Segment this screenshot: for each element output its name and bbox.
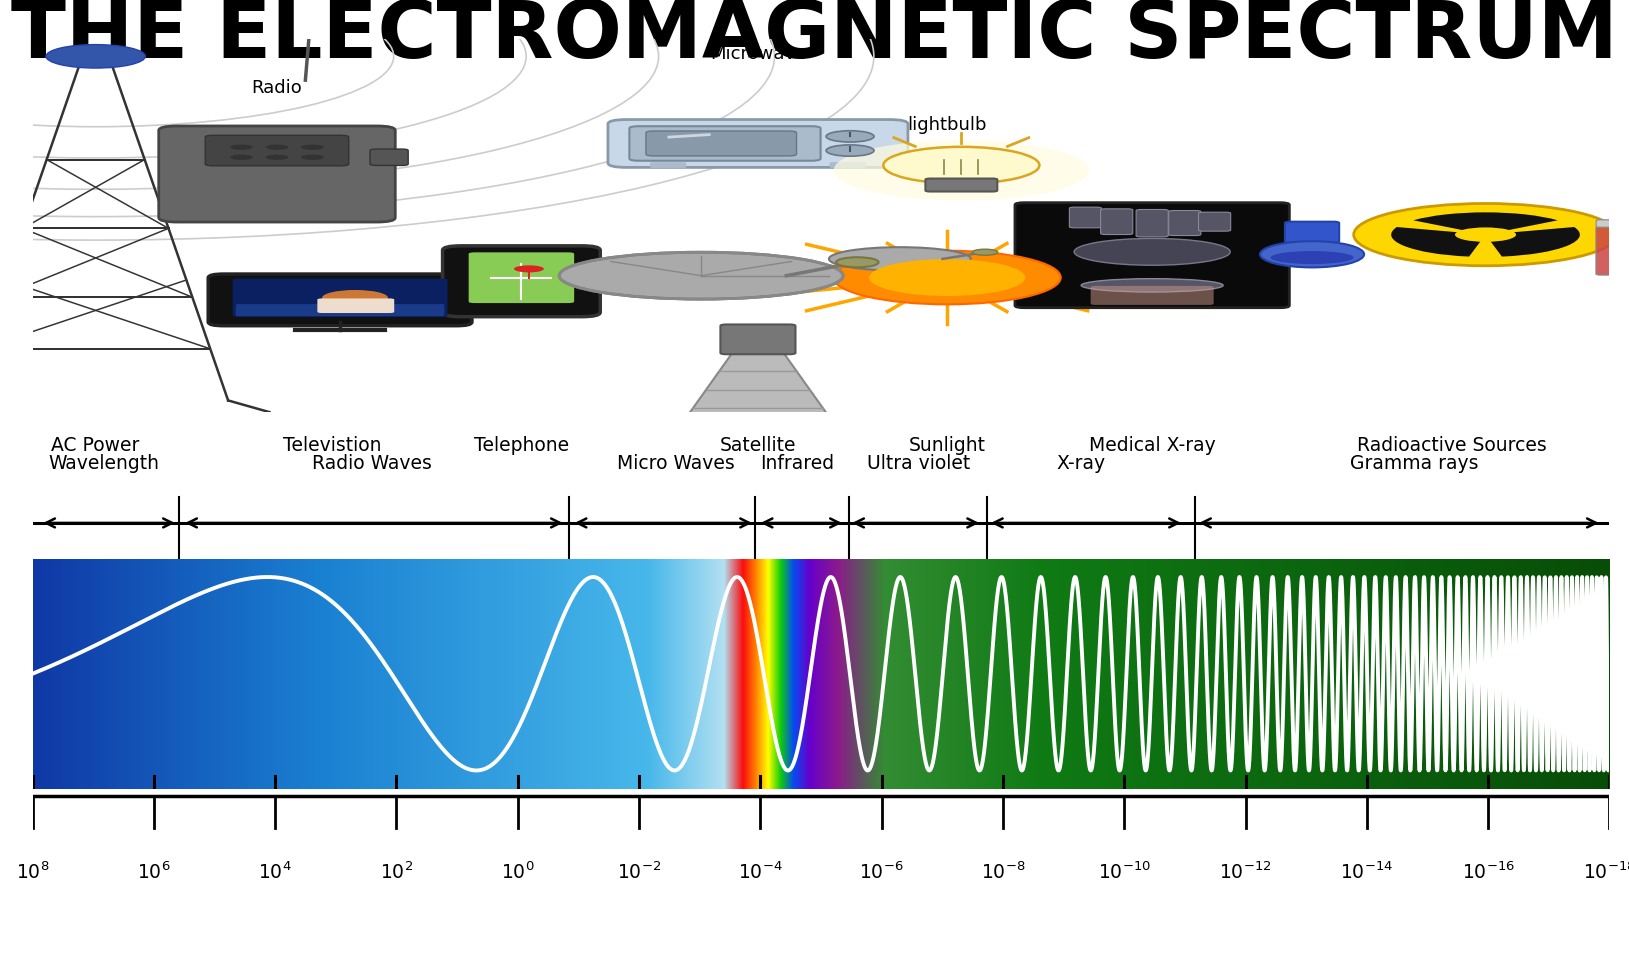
FancyBboxPatch shape (925, 178, 997, 191)
Circle shape (1354, 204, 1618, 266)
Ellipse shape (1259, 241, 1363, 268)
Text: Televistion: Televistion (283, 436, 381, 456)
FancyBboxPatch shape (1135, 210, 1168, 237)
Circle shape (301, 155, 324, 160)
FancyBboxPatch shape (318, 298, 394, 313)
Text: Sunlight: Sunlight (909, 436, 986, 456)
FancyBboxPatch shape (1091, 286, 1214, 305)
Wedge shape (1414, 213, 1557, 234)
Circle shape (301, 144, 324, 150)
Text: X-ray: X-ray (1057, 454, 1106, 472)
Text: Radioactive Sources: Radioactive Sources (1357, 436, 1546, 456)
Text: Wavelength: Wavelength (47, 454, 160, 472)
Circle shape (1455, 227, 1517, 242)
Wedge shape (1486, 227, 1580, 257)
Circle shape (323, 290, 388, 306)
Circle shape (513, 266, 544, 272)
FancyBboxPatch shape (1596, 220, 1624, 227)
Text: Infrared: Infrared (761, 454, 834, 472)
Text: Radio Waves: Radio Waves (311, 454, 432, 472)
FancyBboxPatch shape (1101, 209, 1132, 234)
Ellipse shape (1271, 251, 1354, 265)
Text: Telephone: Telephone (474, 436, 569, 456)
Text: $10^{2}$: $10^{2}$ (380, 862, 414, 883)
FancyBboxPatch shape (469, 253, 573, 303)
FancyBboxPatch shape (629, 126, 821, 161)
FancyBboxPatch shape (1199, 213, 1230, 231)
Text: $10^{-10}$: $10^{-10}$ (1098, 862, 1150, 883)
Text: $10^{-12}$: $10^{-12}$ (1218, 862, 1272, 883)
FancyBboxPatch shape (209, 274, 472, 325)
Text: Ultra violet: Ultra violet (867, 454, 971, 472)
FancyBboxPatch shape (443, 246, 599, 317)
Ellipse shape (1074, 238, 1230, 266)
Text: $10^{-2}$: $10^{-2}$ (617, 862, 661, 883)
Text: THE ELECTROMAGNETIC SPECTRUM: THE ELECTROMAGNETIC SPECTRUM (11, 0, 1618, 75)
Polygon shape (679, 353, 836, 426)
FancyBboxPatch shape (370, 149, 409, 166)
Circle shape (834, 251, 1060, 305)
Circle shape (266, 155, 288, 160)
Ellipse shape (829, 247, 971, 270)
FancyBboxPatch shape (236, 304, 445, 317)
Circle shape (826, 145, 875, 156)
Text: $10^{4}$: $10^{4}$ (259, 862, 292, 883)
Text: Satellite: Satellite (720, 436, 797, 456)
Text: Micro Waves: Micro Waves (617, 454, 735, 472)
FancyBboxPatch shape (1015, 203, 1289, 308)
Circle shape (230, 155, 252, 160)
FancyBboxPatch shape (1168, 211, 1201, 235)
FancyBboxPatch shape (205, 135, 349, 166)
Circle shape (883, 147, 1039, 183)
Text: $10^{-6}$: $10^{-6}$ (860, 862, 904, 883)
FancyBboxPatch shape (1621, 220, 1629, 227)
Text: AC Power: AC Power (52, 436, 140, 456)
FancyBboxPatch shape (608, 120, 907, 168)
Text: $10^{-14}$: $10^{-14}$ (1341, 862, 1393, 883)
Circle shape (826, 130, 875, 142)
FancyBboxPatch shape (647, 131, 797, 156)
Text: $10^{-16}$: $10^{-16}$ (1461, 862, 1515, 883)
FancyBboxPatch shape (233, 278, 448, 317)
FancyBboxPatch shape (720, 324, 795, 354)
Circle shape (834, 140, 1090, 201)
FancyBboxPatch shape (650, 162, 686, 168)
FancyBboxPatch shape (829, 162, 867, 168)
Text: Radio: Radio (251, 78, 303, 97)
FancyBboxPatch shape (1285, 221, 1339, 243)
Circle shape (46, 45, 145, 68)
Text: lightbulb: lightbulb (907, 116, 987, 134)
Ellipse shape (559, 252, 844, 299)
Text: $10^{-8}$: $10^{-8}$ (981, 862, 1025, 883)
Circle shape (836, 257, 878, 268)
Text: $10^{8}$: $10^{8}$ (16, 862, 49, 883)
Circle shape (973, 249, 999, 255)
Wedge shape (1391, 227, 1486, 257)
FancyBboxPatch shape (1621, 227, 1629, 275)
Text: Medical X-ray: Medical X-ray (1088, 436, 1215, 456)
Text: Gramma rays: Gramma rays (1350, 454, 1478, 472)
Text: $10^{6}$: $10^{6}$ (137, 862, 171, 883)
Circle shape (230, 144, 252, 150)
Text: $10^{0}$: $10^{0}$ (502, 862, 534, 883)
Text: $10^{-18}$: $10^{-18}$ (1583, 862, 1629, 883)
Circle shape (266, 144, 288, 150)
FancyBboxPatch shape (1069, 207, 1101, 227)
Circle shape (870, 259, 1025, 296)
Text: Microwave: Microwave (710, 45, 806, 63)
Ellipse shape (1082, 278, 1223, 292)
Text: $10^{-4}$: $10^{-4}$ (738, 862, 782, 883)
FancyBboxPatch shape (1596, 227, 1624, 275)
FancyBboxPatch shape (158, 126, 396, 222)
